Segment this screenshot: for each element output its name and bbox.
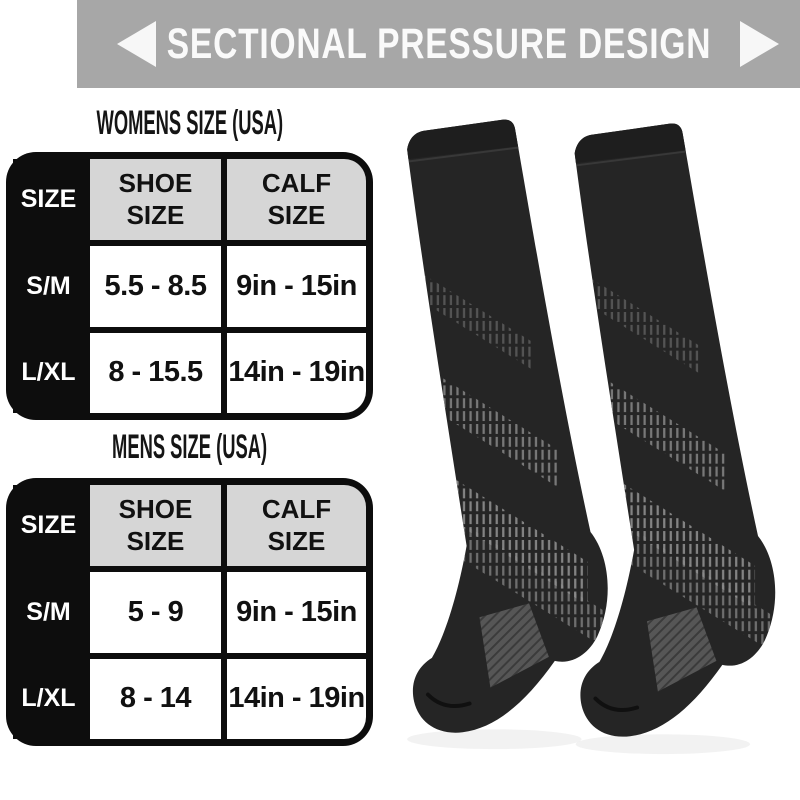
mens-size-title: MENS SIZE (USA) [112,428,268,466]
womens-row-lxl-shoe: 8 - 15.5 [90,332,221,413]
left-arrow-icon [117,21,156,67]
womens-row-sm-shoe: 5.5 - 8.5 [90,246,221,327]
mens-row-sm-shoe: 5 - 9 [90,572,221,653]
banner-title: SECTIONAL PRESSURE DESIGN [77,0,800,88]
womens-size-title: WOMENS SIZE (USA) [96,104,284,142]
womens-row-sm-label: S/M [13,246,84,327]
mens-row-lxl-calf: 14in - 19in [227,658,366,739]
mens-header-shoe: SHOE SIZE [90,485,221,566]
womens-header-size: SIZE [13,159,84,240]
left-sock [387,106,607,733]
womens-row-sm-calf: 9in - 15in [227,246,366,327]
mens-row-lxl-label: L/XL [13,658,84,739]
sock-shadow [575,734,751,755]
mens-row-sm-label: S/M [13,572,84,653]
mens-header-size: SIZE [13,485,84,566]
right-arrow-icon [740,21,779,67]
mens-header-calf: CALF SIZE [227,485,366,566]
womens-row-lxl-calf: 14in - 19in [227,332,366,413]
banner-title-text: SECTIONAL PRESSURE DESIGN [166,19,711,68]
mens-row-lxl-shoe: 8 - 14 [90,658,221,739]
womens-size-table: SIZE SHOE SIZE CALF SIZE S/M 5.5 - 8.5 9… [6,152,373,420]
compression-socks-photo: Pair of black knee-high compression sock… [383,88,800,755]
mens-row-sm-calf: 9in - 15in [227,572,366,653]
womens-row-lxl-label: L/XL [13,332,84,413]
mens-size-table: SIZE SHOE SIZE CALF SIZE S/M 5 - 9 9in -… [6,478,373,746]
womens-header-calf: CALF SIZE [227,159,366,240]
sock-shadow [407,729,582,750]
banner: SECTIONAL PRESSURE DESIGN [77,0,800,88]
womens-header-shoe: SHOE SIZE [90,159,221,240]
